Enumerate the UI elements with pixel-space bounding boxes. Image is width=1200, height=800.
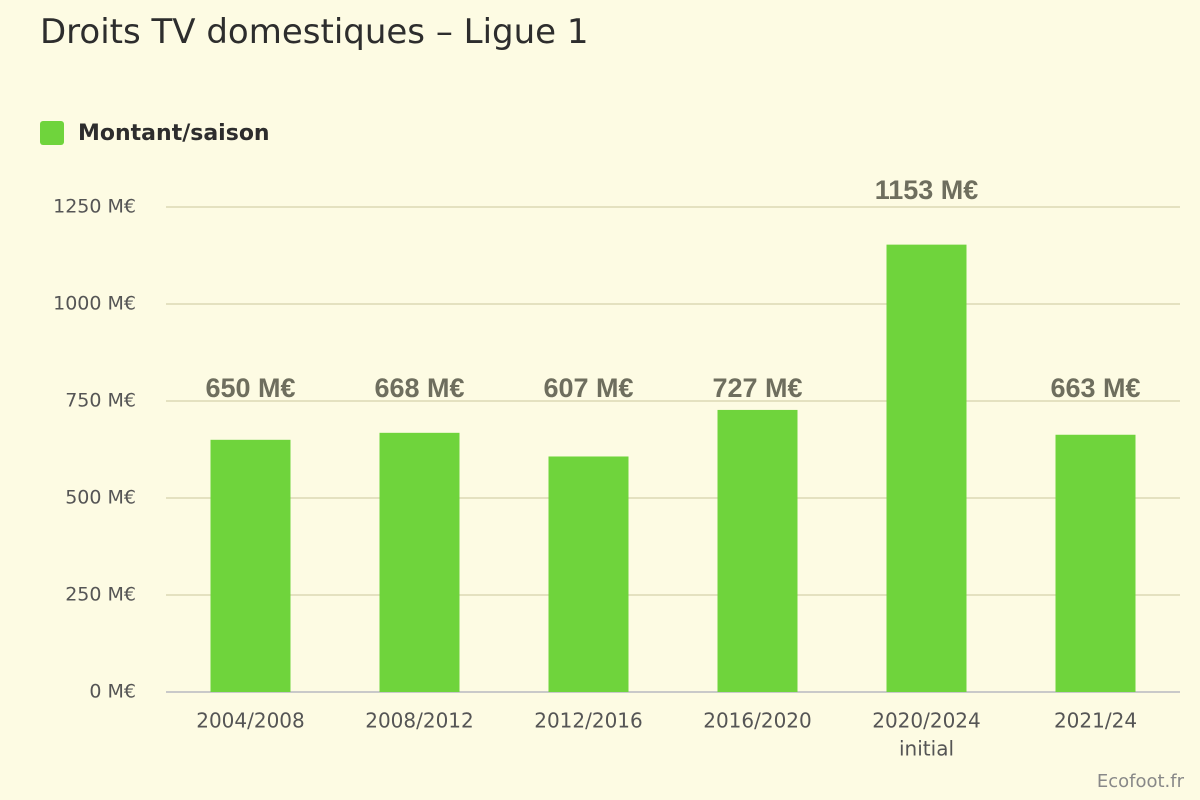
bar <box>210 439 291 692</box>
bar-value-label: 650 M€ <box>205 373 295 403</box>
bar-value-label: 668 M€ <box>374 373 464 403</box>
x-tick-label: initial <box>899 737 954 761</box>
x-tick-label: 2020/2024 <box>872 709 981 733</box>
x-tick-label: 2004/2008 <box>196 709 305 733</box>
bar-value-label: 727 M€ <box>712 373 802 403</box>
y-tick-label: 1250 M€ <box>53 196 136 218</box>
y-tick-label: 1000 M€ <box>53 293 136 315</box>
bar <box>717 409 798 692</box>
y-tick-label: 0 M€ <box>89 681 136 703</box>
y-tick-label: 500 M€ <box>65 487 136 509</box>
y-tick-label: 250 M€ <box>65 584 136 606</box>
x-tick-label: 2021/24 <box>1054 709 1137 733</box>
legend-label: Montant/saison <box>78 120 270 146</box>
chart-legend: Montant/saison <box>40 118 270 148</box>
source-credit: Ecofoot.fr <box>1096 771 1184 792</box>
bar <box>1055 434 1136 692</box>
x-tick-label: 2008/2012 <box>365 709 474 733</box>
y-tick-label: 750 M€ <box>65 390 136 412</box>
bar <box>886 244 967 693</box>
bar-value-label: 607 M€ <box>543 373 633 403</box>
x-tick-label: 2016/2020 <box>703 709 812 733</box>
x-tick-label: 2012/2016 <box>534 709 643 733</box>
legend-swatch <box>40 121 64 145</box>
bar-value-label: 1153 M€ <box>875 175 979 205</box>
bar-value-label: 663 M€ <box>1050 373 1140 403</box>
chart-title: Droits TV domestiques – Ligue 1 <box>40 12 589 52</box>
bar <box>379 432 460 692</box>
bar <box>548 456 629 692</box>
